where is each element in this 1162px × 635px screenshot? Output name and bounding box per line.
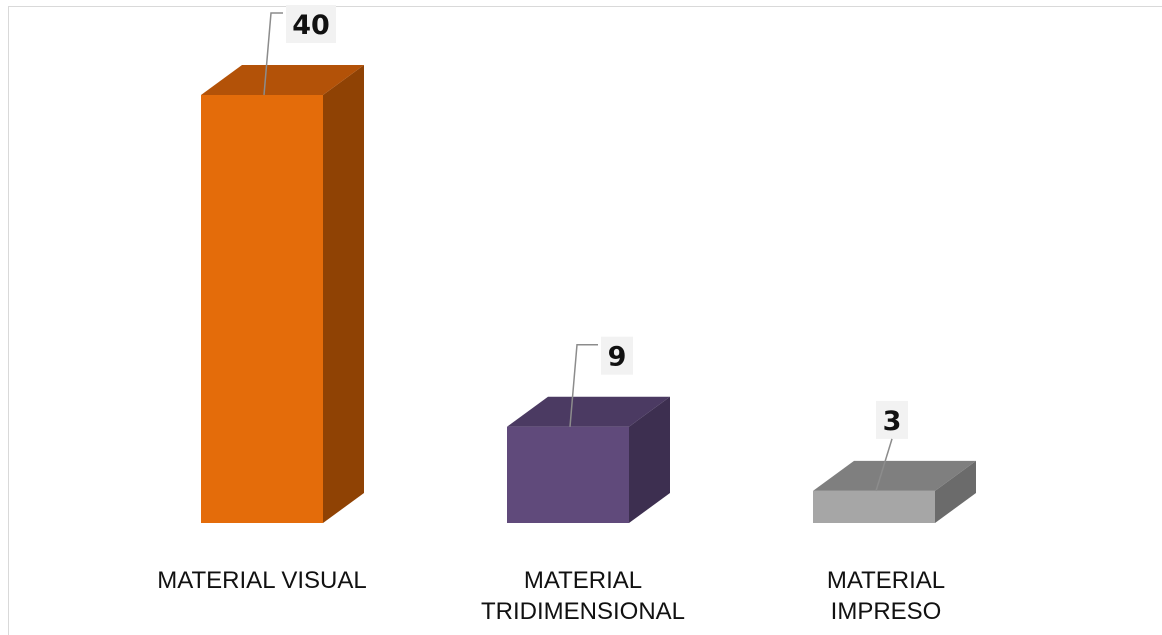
labels-group: 40 MATERIAL VISUAL 9 MATERIAL TRIDIMENSIONAL… <box>157 5 945 625</box>
chart-area <box>8 6 1162 635</box>
bars-group <box>201 65 976 523</box>
category-label-line: MATERIAL <box>524 567 642 594</box>
category-label-line: TRIDIMENSIONAL <box>481 598 685 625</box>
leader-line <box>875 438 893 492</box>
data-label-box <box>876 400 908 439</box>
bar-top-face <box>201 65 364 95</box>
bar-side-face <box>935 460 976 523</box>
data-label-box <box>601 336 633 375</box>
bar-2 <box>507 396 670 523</box>
category-label-1: MATERIAL VISUAL <box>157 567 366 594</box>
bar-top-face <box>507 396 670 427</box>
category-label-line: MATERIAL VISUAL <box>157 567 366 594</box>
data-label-text: 3 <box>883 406 902 437</box>
category-label-2: MATERIAL TRIDIMENSIONAL <box>481 567 685 625</box>
data-label-text: 9 <box>608 342 627 373</box>
bar-side-face <box>323 65 364 523</box>
bar-front-face <box>201 95 323 523</box>
bar-top-face <box>813 460 976 491</box>
category-label-line: MATERIAL <box>827 567 945 594</box>
bar-front-face <box>813 490 935 523</box>
category-label-line: IMPRESO <box>831 598 942 625</box>
data-label-text: 40 <box>292 10 330 41</box>
data-label-1: 40 <box>263 5 336 96</box>
data-label-2: 9 <box>569 336 633 427</box>
bar-front-face <box>507 426 629 523</box>
bar-1 <box>201 65 364 523</box>
bar-3 <box>813 460 976 523</box>
bar-side-face <box>629 396 670 523</box>
category-label-3: MATERIAL IMPRESO <box>827 567 945 625</box>
data-label-box <box>286 5 336 43</box>
data-label-3: 3 <box>875 400 908 492</box>
leader-line <box>263 12 283 96</box>
leader-line <box>569 343 598 427</box>
